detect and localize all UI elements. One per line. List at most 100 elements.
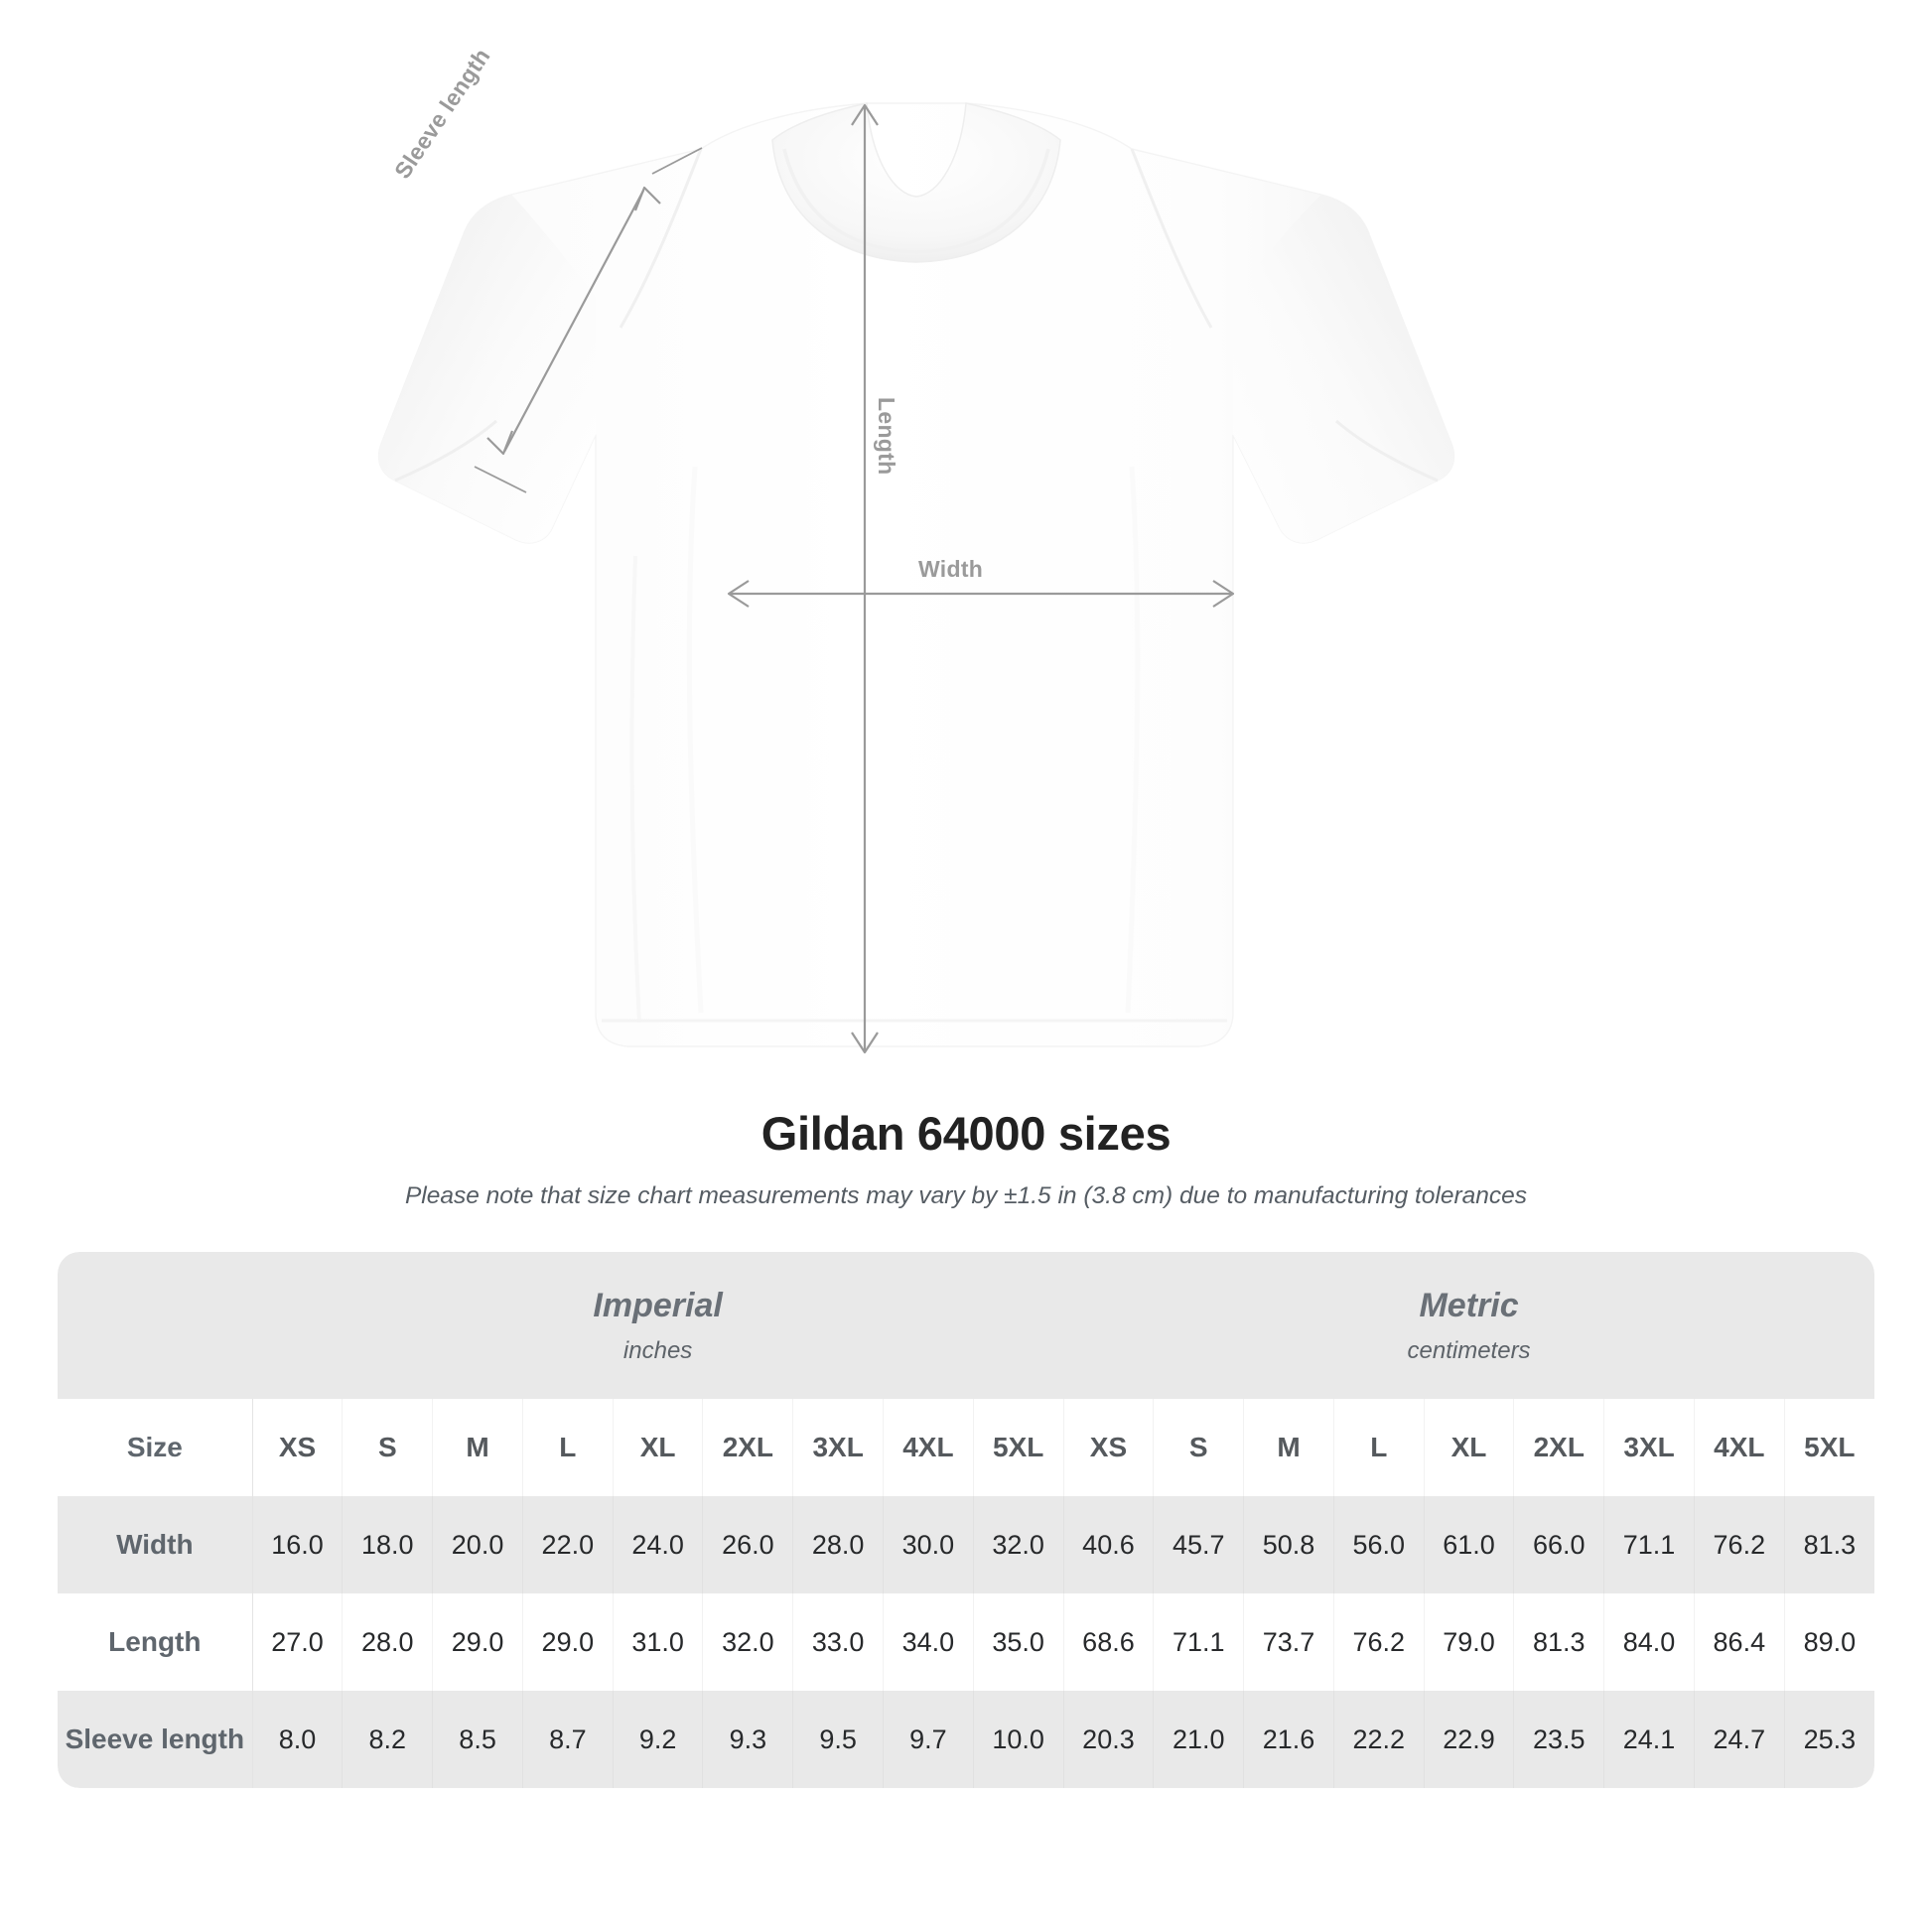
- measurement-cell: 73.7: [1243, 1593, 1334, 1691]
- size-header-cell: M: [432, 1399, 523, 1496]
- unit-header-row: Imperial inches Metric centimeters: [58, 1252, 1874, 1399]
- length-label: Length: [874, 397, 899, 476]
- measurement-cell: 68.6: [1063, 1593, 1155, 1691]
- measurement-cell: 28.0: [792, 1496, 885, 1593]
- measurement-cell: 71.1: [1153, 1593, 1245, 1691]
- measurement-cell: 22.2: [1333, 1691, 1425, 1788]
- measurement-cell: 20.3: [1063, 1691, 1155, 1788]
- size-header-cell: XS: [1063, 1399, 1155, 1496]
- width-dimension-arrow: [727, 580, 1235, 608]
- measurement-cell: 28.0: [342, 1593, 434, 1691]
- measurement-cell: 84.0: [1603, 1593, 1695, 1691]
- size-header-cell: L: [1333, 1399, 1425, 1496]
- measurement-cell: 9.7: [883, 1691, 974, 1788]
- measurement-cell: 34.0: [883, 1593, 974, 1691]
- unit-group-name: Imperial: [593, 1286, 723, 1324]
- chart-heading: Gildan 64000 sizes Please note that size…: [0, 1106, 1932, 1210]
- table-row: Width 16.0 18.0 20.0 22.0 24.0 26.0 28.0 30.0 32.…: [58, 1496, 1874, 1593]
- measurement-cell: 9.3: [702, 1691, 794, 1788]
- measurement-cell: 30.0: [883, 1496, 974, 1593]
- measurement-cell: 21.6: [1243, 1691, 1334, 1788]
- tolerance-note: Please note that size chart measurements…: [404, 1182, 1528, 1209]
- measurement-cell: 24.0: [613, 1496, 704, 1593]
- unit-group-metric: Metric centimeters: [1063, 1252, 1874, 1399]
- measurement-cell: 66.0: [1513, 1496, 1605, 1593]
- measurement-cell: 24.1: [1603, 1691, 1695, 1788]
- measurement-cell: 9.5: [792, 1691, 885, 1788]
- measurement-cell: 45.7: [1153, 1496, 1245, 1593]
- measurement-cell: 8.5: [432, 1691, 523, 1788]
- size-header-cell: 2XL: [1513, 1399, 1605, 1496]
- measurement-cell: 22.9: [1424, 1691, 1515, 1788]
- measurement-cell: 50.8: [1243, 1496, 1334, 1593]
- row-label: Sleeve length: [58, 1691, 253, 1788]
- size-header-cell: 4XL: [1694, 1399, 1785, 1496]
- measurement-cell: 10.0: [973, 1691, 1064, 1788]
- measurement-cell: 33.0: [792, 1593, 885, 1691]
- measurement-cell: 61.0: [1424, 1496, 1515, 1593]
- measurement-cell: 86.4: [1694, 1593, 1785, 1691]
- measurement-cell: 40.6: [1063, 1496, 1155, 1593]
- size-header-cell: XS: [252, 1399, 344, 1496]
- size-header-cell: 3XL: [792, 1399, 885, 1496]
- size-header-cell: XL: [1424, 1399, 1515, 1496]
- tshirt-shape: [377, 102, 1455, 1047]
- measurement-cell: 89.0: [1784, 1593, 1874, 1691]
- measurement-cell: 23.5: [1513, 1691, 1605, 1788]
- table-row: Length 27.0 28.0 29.0 29.0 31.0 32.0 33.0 34.0 35…: [58, 1593, 1874, 1691]
- tshirt-illustration: [377, 102, 1455, 1054]
- size-header-cell: S: [1153, 1399, 1245, 1496]
- measurement-cell: 21.0: [1153, 1691, 1245, 1788]
- measurement-cell: 26.0: [702, 1496, 794, 1593]
- page-title: Gildan 64000 sizes: [760, 1107, 1172, 1160]
- measurement-cell: 8.7: [522, 1691, 614, 1788]
- measurement-cell: 29.0: [432, 1593, 523, 1691]
- unit-group-name: Metric: [1419, 1286, 1519, 1324]
- measurement-cell: 79.0: [1424, 1593, 1515, 1691]
- size-header-cell: S: [342, 1399, 434, 1496]
- measurement-cell: 35.0: [973, 1593, 1064, 1691]
- size-header-row: Size XS S M L XL 2XL 3XL 4XL 5XL XS S M L XL 2XL 3XL 4XL 5…: [58, 1399, 1874, 1496]
- measurement-cell: 31.0: [613, 1593, 704, 1691]
- table-corner-spacer: [58, 1252, 253, 1399]
- length-dimension-arrow: [851, 103, 879, 1054]
- size-header-cell: 5XL: [973, 1399, 1064, 1496]
- size-table: Imperial inches Metric centimeters Size XS S M L…: [58, 1252, 1874, 1788]
- unit-group-subtitle: inches: [622, 1336, 693, 1364]
- measurement-cell: 20.0: [432, 1496, 523, 1593]
- size-table-container: Imperial inches Metric centimeters Size XS S M L…: [0, 1252, 1932, 1788]
- size-header-cell: L: [522, 1399, 614, 1496]
- measurement-cell: 32.0: [973, 1496, 1064, 1593]
- table-row: Sleeve length 8.0 8.2 8.5 8.7 9.2 9.3 9.5 9.7 10.…: [58, 1691, 1874, 1788]
- measurement-cell: 8.2: [342, 1691, 434, 1788]
- measurement-cell: 16.0: [252, 1496, 344, 1593]
- garment-diagram: Sleeve length Length Width: [377, 44, 1455, 1054]
- unit-group-imperial: Imperial inches: [252, 1252, 1064, 1399]
- measurement-cell: 32.0: [702, 1593, 794, 1691]
- row-label-size: Size: [58, 1399, 253, 1496]
- size-header-cell: XL: [613, 1399, 704, 1496]
- measurement-cell: 9.2: [613, 1691, 704, 1788]
- size-header-cell: M: [1243, 1399, 1334, 1496]
- row-label: Length: [58, 1593, 253, 1691]
- unit-group-subtitle: centimeters: [1407, 1336, 1531, 1364]
- measurement-cell: 76.2: [1333, 1593, 1425, 1691]
- size-header-cell: 2XL: [702, 1399, 794, 1496]
- size-header-cell: 4XL: [883, 1399, 974, 1496]
- sleeve-dimension-arrow: [474, 147, 703, 493]
- measurement-cell: 18.0: [342, 1496, 434, 1593]
- measurement-cell: 22.0: [522, 1496, 614, 1593]
- measurement-cell: 25.3: [1784, 1691, 1874, 1788]
- size-header-cell: 3XL: [1603, 1399, 1695, 1496]
- size-header-cell: 5XL: [1784, 1399, 1874, 1496]
- measurement-cell: 27.0: [252, 1593, 344, 1691]
- measurement-cell: 8.0: [252, 1691, 344, 1788]
- measurement-cell: 56.0: [1333, 1496, 1425, 1593]
- measurement-cell: 76.2: [1694, 1496, 1785, 1593]
- measurement-guides: [474, 103, 1235, 1054]
- measurement-cell: 81.3: [1784, 1496, 1874, 1593]
- measurement-cell: 71.1: [1603, 1496, 1695, 1593]
- width-label: Width: [918, 556, 984, 582]
- measurement-cell: 29.0: [522, 1593, 614, 1691]
